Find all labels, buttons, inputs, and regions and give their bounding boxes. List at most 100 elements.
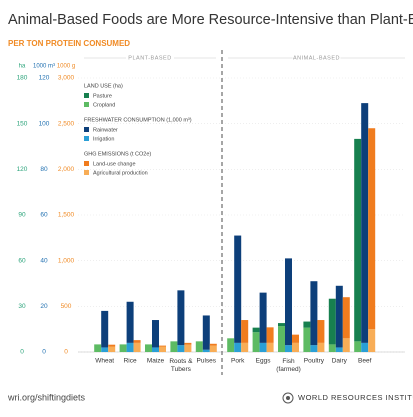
- legend-swatch: [84, 136, 89, 141]
- bar-segment: [177, 345, 185, 352]
- legend-swatch: [84, 102, 89, 107]
- bar-segment: [195, 341, 203, 352]
- y-tick-label: 90: [18, 212, 26, 219]
- axis-unit: ha: [19, 64, 26, 70]
- x-tick-label: Fish (farmed): [276, 358, 301, 373]
- bar-segment: [209, 345, 217, 352]
- x-tick-label: Maize: [147, 358, 165, 365]
- legend-label: Land-use change: [93, 161, 136, 167]
- bar-segment: [202, 315, 210, 350]
- chart-title: Animal-Based Foods are More Resource-Int…: [8, 12, 413, 28]
- bar-segment: [278, 323, 285, 327]
- bar-segment: [285, 345, 292, 352]
- x-tick-label: Eggs: [256, 358, 272, 365]
- y-tick-label: 120: [17, 166, 28, 173]
- bar-segment: [303, 321, 311, 328]
- legend-swatch: [84, 170, 89, 175]
- section-label: ANIMAL-BASED: [293, 55, 340, 61]
- section-label: PLANT-BASED: [128, 55, 171, 61]
- bar-segment: [342, 338, 350, 352]
- bar-segment: [101, 310, 109, 348]
- bar-segment: [266, 342, 274, 352]
- axis-unit: 1000 g: [57, 64, 75, 70]
- y-tick-label: 30: [18, 303, 26, 310]
- y-tick-label: 2,000: [58, 166, 75, 173]
- y-tick-label: 60: [18, 257, 26, 264]
- bar-segment: [368, 329, 376, 352]
- legend-swatch: [84, 93, 89, 98]
- bar-segment: [361, 103, 369, 343]
- bar-segment: [342, 297, 350, 339]
- bar-segment: [202, 349, 210, 352]
- bar-segment: [133, 342, 141, 352]
- logo: [282, 392, 294, 404]
- bar-segment: [354, 138, 362, 342]
- bar-segment: [292, 334, 299, 343]
- bar-segment: [368, 128, 376, 330]
- bar-segment: [227, 338, 235, 352]
- legend-swatch: [84, 161, 89, 166]
- legend-label: Pasture: [93, 93, 112, 99]
- y-tick-label: 80: [40, 166, 48, 173]
- y-tick-label: 1,500: [58, 212, 75, 219]
- bar-segment: [170, 341, 178, 352]
- legend-title: GHG EMISSIONS (t CO2e): [84, 151, 151, 157]
- bar-segment: [335, 285, 343, 348]
- bar-segment: [101, 347, 109, 352]
- legend-label: Agricultural production: [93, 170, 148, 176]
- bar-segment: [184, 342, 192, 345]
- bar-segment: [241, 342, 249, 352]
- bar-segment: [177, 290, 185, 346]
- bar-segment: [335, 347, 343, 352]
- x-tick-label: Wheat: [95, 358, 114, 365]
- y-tick-label: 3,000: [58, 75, 75, 82]
- bar-segment: [303, 327, 311, 352]
- bar-segment: [317, 342, 325, 352]
- bar-segment: [152, 320, 159, 348]
- bar-segment: [126, 342, 134, 352]
- y-tick-label: 1,000: [58, 257, 75, 264]
- legend-label: Irrigation: [93, 136, 114, 142]
- y-tick-label: 0: [20, 349, 24, 356]
- y-tick-label: 120: [39, 75, 50, 82]
- bar-segment: [328, 344, 336, 352]
- bar-segment: [119, 344, 127, 352]
- bar-segment: [361, 342, 369, 352]
- y-tick-label: 2,500: [58, 120, 75, 127]
- bar-segment: [94, 344, 102, 352]
- x-tick-label: Roots & Tubers: [169, 358, 193, 373]
- bar-segment: [252, 327, 260, 333]
- bar-segment: [234, 342, 242, 352]
- bar-segment: [241, 320, 249, 343]
- bar-segment: [145, 344, 152, 352]
- source: wri.org/shiftingdiets: [7, 392, 86, 402]
- bar-segment: [152, 347, 159, 352]
- axis-unit: 1000 m³: [33, 64, 55, 70]
- legend-label: Cropland: [93, 102, 115, 108]
- bar-segment: [259, 342, 267, 352]
- y-tick-label: 0: [64, 349, 68, 356]
- y-tick-label: 500: [61, 303, 72, 310]
- bar-segment: [285, 258, 292, 346]
- y-tick-label: 150: [17, 120, 28, 127]
- bar-segment: [234, 235, 242, 343]
- bar-segment: [108, 344, 116, 347]
- legend-label: Rainwater: [93, 127, 118, 133]
- y-tick-label: 60: [40, 212, 48, 219]
- bar-segment: [292, 342, 299, 352]
- bar-segment: [252, 332, 260, 352]
- bar-segment: [209, 343, 217, 346]
- bar-segment: [278, 326, 285, 352]
- bar-segment: [354, 341, 362, 352]
- bar-segment: [310, 281, 318, 346]
- y-tick-label: 100: [39, 120, 50, 127]
- bar-segment: [133, 340, 141, 343]
- bar-segment: [184, 344, 192, 352]
- x-tick-label: Beef: [358, 358, 372, 365]
- y-tick-label: 40: [40, 257, 48, 264]
- x-tick-label: Rice: [124, 358, 137, 365]
- bar-segment: [126, 301, 134, 343]
- bar-segment: [108, 346, 116, 352]
- y-tick-label: 0: [42, 349, 46, 356]
